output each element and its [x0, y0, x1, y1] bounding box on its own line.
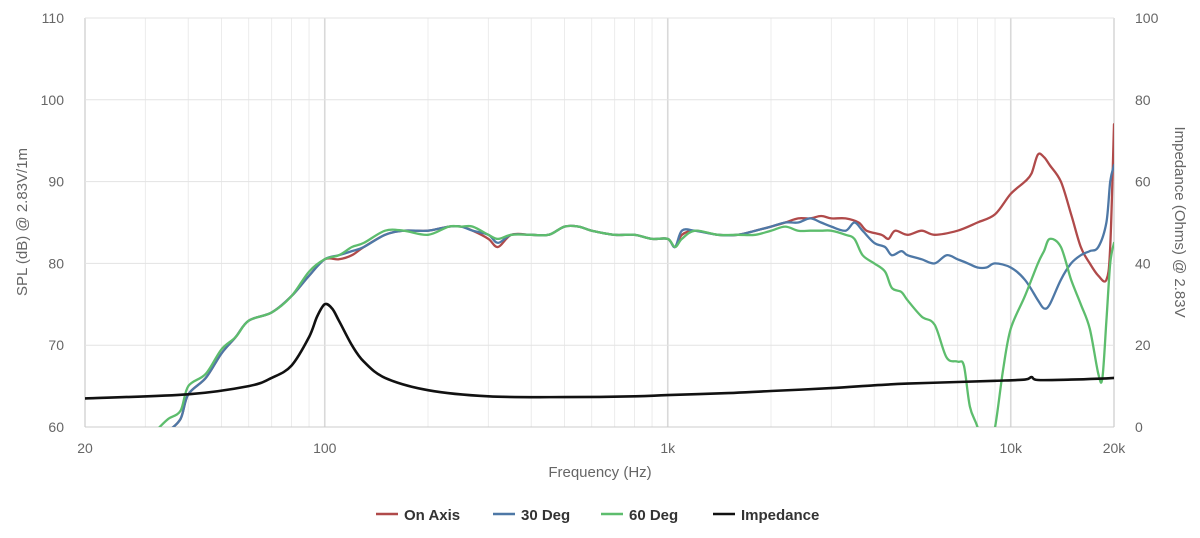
plot-lines [85, 123, 1114, 427]
y-tick-label: 70 [48, 337, 64, 353]
legend-item-impedance[interactable]: Impedance [713, 507, 819, 524]
x-tick-label: 1k [660, 440, 676, 456]
legend-label: 60 Deg [629, 507, 678, 524]
x-tick-label: 20 [77, 440, 93, 456]
y2-tick-label: 60 [1135, 174, 1151, 190]
y-axis-label: SPL (dB) @ 2.83V/1m [14, 148, 31, 296]
legend-item-on-axis[interactable]: On Axis [376, 507, 460, 524]
x-tick-label: 20k [1103, 440, 1127, 456]
x-tick-label: 10k [999, 440, 1023, 456]
y2-tick-label: 80 [1135, 92, 1151, 108]
legend: On Axis 30 Deg 60 Deg Impedance [376, 507, 819, 524]
legend-item-30-deg[interactable]: 30 Deg [493, 507, 570, 524]
y2-tick-label: 20 [1135, 337, 1151, 353]
grid-minor [144, 18, 996, 427]
y2-tick-labels: 0 20 40 60 80 100 [1135, 10, 1159, 435]
x-tick-label: 100 [313, 440, 337, 456]
y-tick-label: 100 [41, 92, 65, 108]
x-tick-labels: 20 100 1k 10k 20k [77, 440, 1126, 456]
y-tick-label: 90 [48, 174, 64, 190]
grid-major [84, 17, 1115, 428]
y2-tick-label: 40 [1135, 255, 1151, 271]
y-tick-labels: 60 70 80 90 100 110 [41, 10, 65, 435]
y-tick-label: 80 [48, 255, 64, 271]
series-line-60-deg [158, 224, 1114, 427]
y-tick-label: 60 [48, 419, 64, 435]
legend-label: Impedance [741, 507, 819, 524]
y-tick-label: 110 [42, 10, 65, 26]
y2-axis-label: Impedance (Ohms) @ 2.83V [1171, 126, 1188, 317]
series-line-impedance [85, 302, 1114, 400]
legend-item-60-deg[interactable]: 60 Deg [601, 507, 678, 524]
legend-label: 30 Deg [521, 507, 570, 524]
x-axis-label: Frequency (Hz) [548, 464, 651, 481]
y2-tick-label: 100 [1135, 10, 1159, 26]
legend-label: On Axis [404, 507, 460, 524]
y2-tick-label: 0 [1135, 419, 1143, 435]
